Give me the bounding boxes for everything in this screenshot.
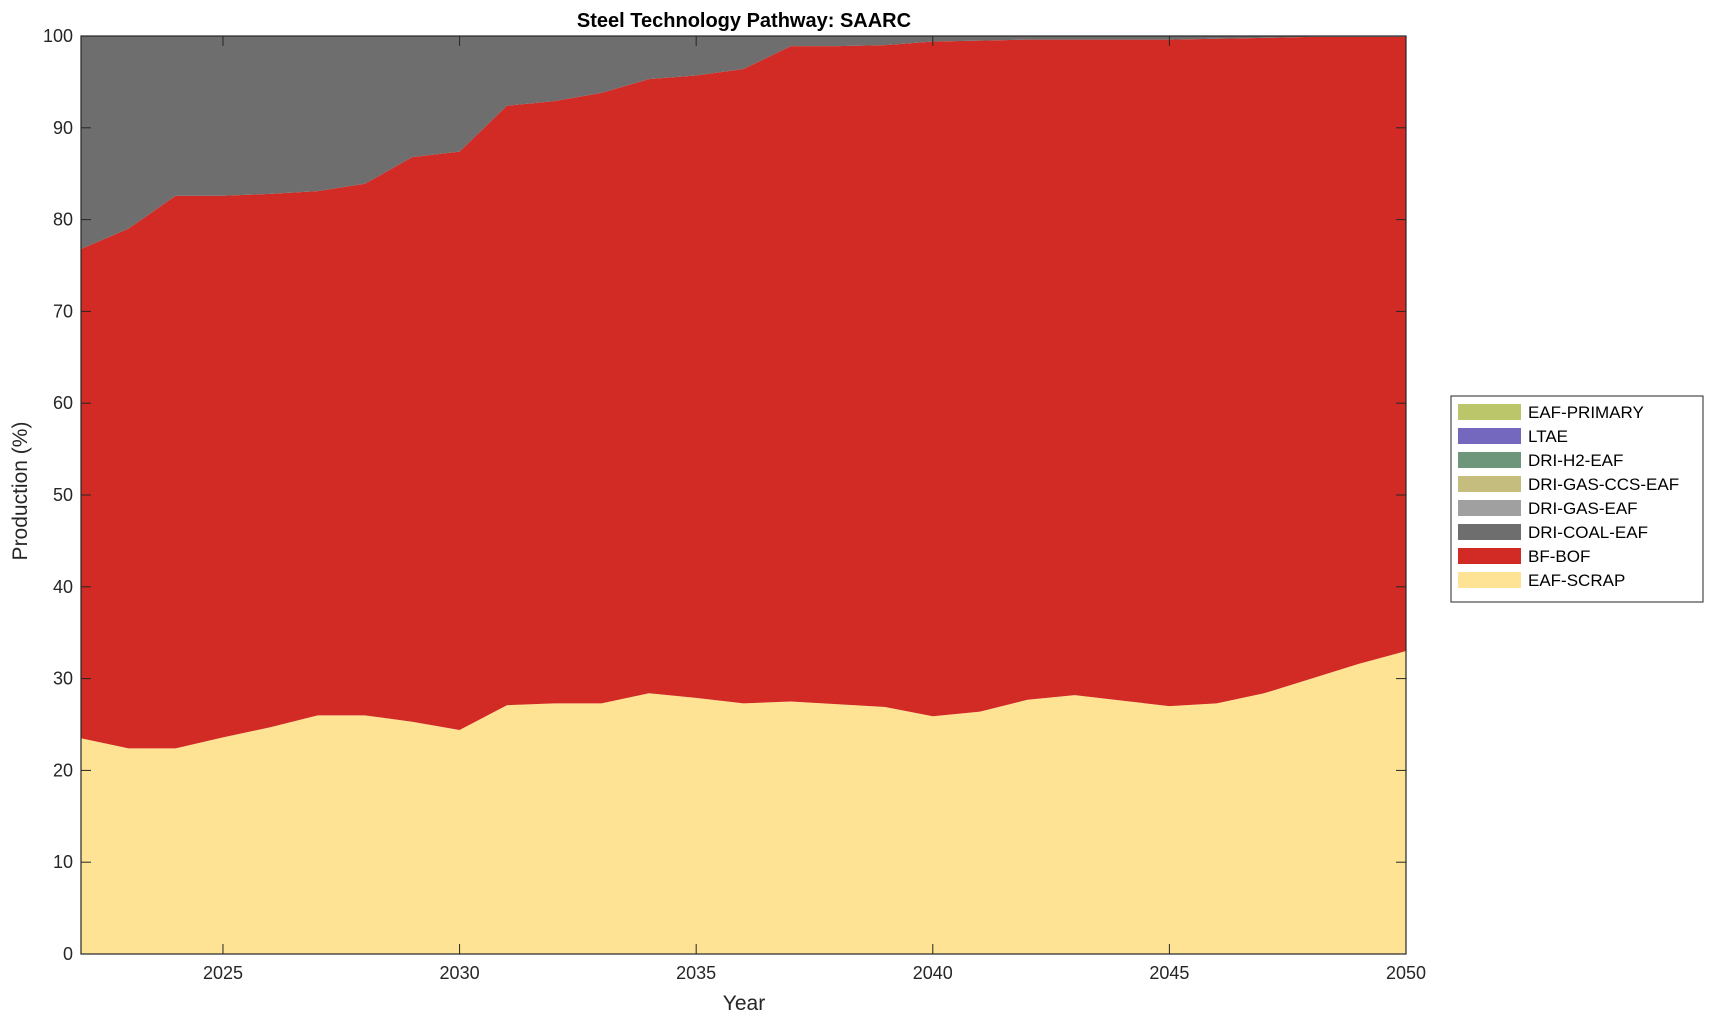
- legend-swatch-dri-h2-eaf: [1458, 452, 1521, 468]
- x-tick-label: 2030: [440, 963, 480, 983]
- plot-areas: [81, 36, 1406, 954]
- legend-swatch-ltae: [1458, 428, 1521, 444]
- legend-swatch-bf-bof: [1458, 548, 1521, 564]
- area-bf-bof: [81, 36, 1406, 749]
- x-tick-label: 2035: [676, 963, 716, 983]
- legend-swatch-dri-gas-ccs-eaf: [1458, 476, 1521, 492]
- legend-label-dri-h2-eaf: DRI-H2-EAF: [1528, 451, 1623, 470]
- y-axis-ticks: 0 10 20 30 40 50 60 70 80 90 100: [43, 26, 1406, 964]
- area-eaf-scrap: [81, 651, 1406, 954]
- legend-label-dri-gas-eaf: DRI-GAS-EAF: [1528, 499, 1638, 518]
- x-tick-label: 2045: [1149, 963, 1189, 983]
- y-tick-label: 90: [53, 118, 73, 138]
- chart-title: Steel Technology Pathway: SAARC: [577, 10, 911, 32]
- legend-swatch-dri-gas-eaf: [1458, 500, 1521, 516]
- x-tick-label: 2050: [1386, 963, 1426, 983]
- y-tick-label: 40: [53, 577, 73, 597]
- y-tick-label: 20: [53, 760, 73, 780]
- y-tick-label: 80: [53, 210, 73, 230]
- legend: EAF-PRIMARY LTAE DRI-H2-EAF DRI-GAS-CCS-EAF…: [1450, 395, 1704, 603]
- legend-label-ltae: LTAE: [1528, 427, 1568, 446]
- legend-label-bf-bof: BF-BOF: [1528, 547, 1590, 566]
- y-tick-label: 100: [43, 26, 73, 46]
- x-axis-title: Year: [723, 992, 765, 1015]
- legend-swatch-eaf-scrap: [1458, 572, 1521, 588]
- area-dri-coal-eaf: [81, 36, 1406, 249]
- legend-label-dri-gas-ccs-eaf: DRI-GAS-CCS-EAF: [1528, 475, 1679, 494]
- legend-swatch-eaf-primary: [1458, 404, 1521, 420]
- legend-label-dri-coal-eaf: DRI-COAL-EAF: [1528, 523, 1648, 542]
- x-tick-label: 2025: [203, 963, 243, 983]
- y-tick-label: 10: [53, 852, 73, 872]
- y-tick-label: 0: [63, 944, 73, 964]
- y-tick-label: 60: [53, 393, 73, 413]
- legend-label-eaf-scrap: EAF-SCRAP: [1528, 571, 1625, 590]
- legend-label-eaf-primary: EAF-PRIMARY: [1528, 403, 1644, 422]
- y-tick-label: 30: [53, 669, 73, 689]
- x-tick-label: 2040: [913, 963, 953, 983]
- y-tick-label: 50: [53, 485, 73, 505]
- y-tick-label: 70: [53, 301, 73, 321]
- legend-swatch-dri-coal-eaf: [1458, 524, 1521, 540]
- y-axis-title: Production (%): [9, 422, 32, 561]
- x-axis-ticks: 2025 2030 2035 2040 2045 2050: [203, 36, 1426, 983]
